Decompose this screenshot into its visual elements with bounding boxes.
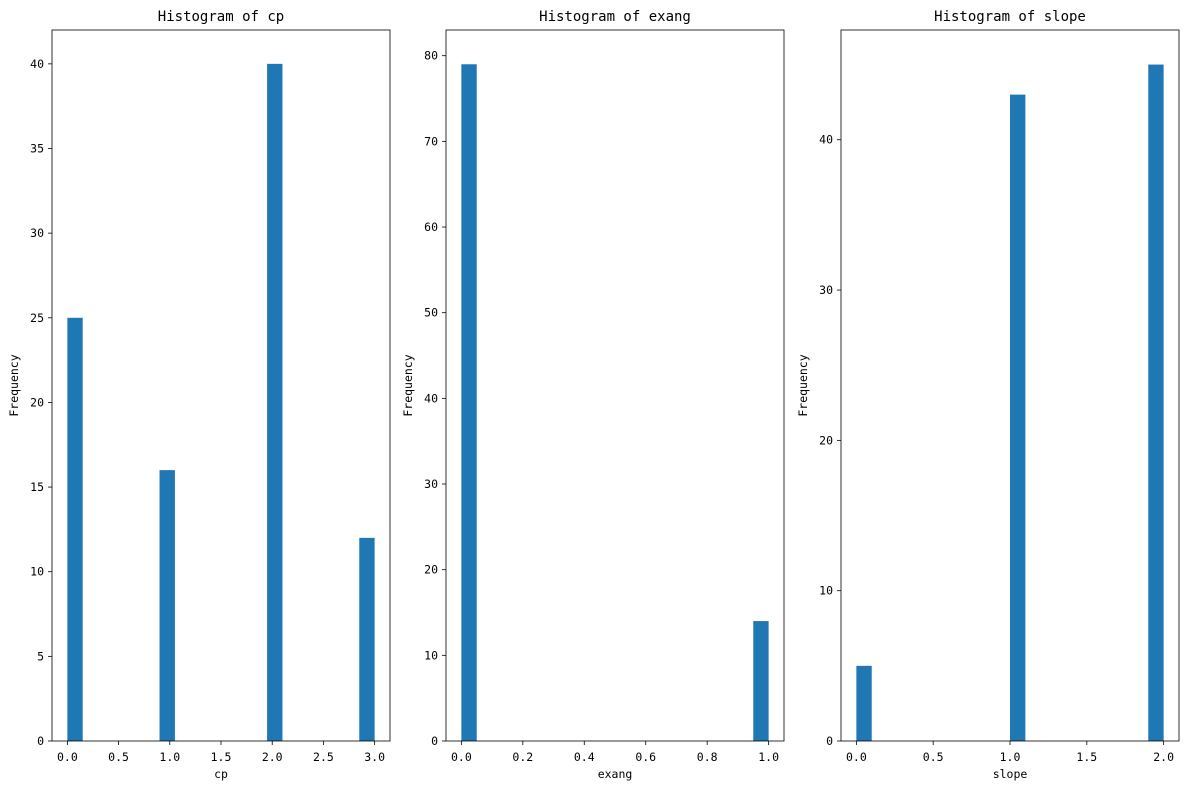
y-axis-label: Frequency xyxy=(796,354,810,416)
y-tick-label: 30 xyxy=(424,477,438,491)
y-tick-label: 50 xyxy=(424,306,438,320)
x-tick-label: 0.0 xyxy=(451,750,472,764)
histogram-bar xyxy=(267,63,283,742)
x-axis-label: slope xyxy=(993,767,1028,781)
y-tick-label: 30 xyxy=(30,226,44,240)
x-tick-label: 0.0 xyxy=(846,750,867,764)
x-tick-label: 0.4 xyxy=(574,750,595,764)
x-tick-label: 0.0 xyxy=(57,750,78,764)
y-tick-label: 10 xyxy=(30,565,44,579)
histogram-bar xyxy=(359,537,375,741)
histogram-panel-1: 0.0 0.5 1.0 1.5 2.0 2.5 3.0 0 5 10 15 20 25 30 35 40 His… xyxy=(7,9,391,781)
x-tick-label: 0.2 xyxy=(512,750,533,764)
histogram-bar xyxy=(67,317,83,741)
x-tick-label: 1.0 xyxy=(159,750,180,764)
x-tick-label: 3.0 xyxy=(364,750,385,764)
y-tick-label: 70 xyxy=(424,134,438,148)
y-tick-label: 40 xyxy=(819,133,833,147)
y-tick-label: 0 xyxy=(431,734,438,748)
plot-frame xyxy=(445,29,785,742)
x-tick-label: 2.5 xyxy=(313,750,334,764)
y-tick-label: 20 xyxy=(424,563,438,577)
y-axis-label: Frequency xyxy=(7,354,21,416)
y-tick-label: 0 xyxy=(37,734,44,748)
y-tick-label: 80 xyxy=(424,49,438,63)
histogram-panel-2: 0.0 0.2 0.4 0.6 0.8 1.0 0 10 20 30 40 50 60 70 80 Histo… xyxy=(401,9,785,781)
x-tick-label: 0.5 xyxy=(108,750,129,764)
chart-title: Histogram of cp xyxy=(158,9,284,25)
x-tick-label: 0.8 xyxy=(697,750,718,764)
histogram-bar xyxy=(856,665,872,741)
y-axis-label: Frequency xyxy=(401,354,415,416)
x-axis-label: cp xyxy=(214,767,228,781)
histogram-bar xyxy=(461,64,477,741)
y-tick-label: 20 xyxy=(819,433,833,447)
x-tick-label: 0.5 xyxy=(923,750,944,764)
y-tick-label: 15 xyxy=(30,480,44,494)
histogram-bar xyxy=(753,621,769,741)
x-tick-label: 1.0 xyxy=(758,750,779,764)
x-tick-label: 1.5 xyxy=(1076,750,1097,764)
histogram-panel-3: 0.0 0.5 1.0 1.5 2.0 0 10 20 30 40 Histogram of slo… xyxy=(796,9,1180,781)
y-tick-label: 35 xyxy=(30,142,44,156)
y-tick-label: 25 xyxy=(30,311,44,325)
y-tick-label: 0 xyxy=(826,734,833,748)
x-tick-label: 2.0 xyxy=(262,750,283,764)
x-tick-label: 1.0 xyxy=(1000,750,1021,764)
y-tick-label: 60 xyxy=(424,220,438,234)
histogram-bar xyxy=(1148,64,1164,741)
y-tick-label: 20 xyxy=(30,395,44,409)
histogram-bar xyxy=(1010,94,1026,742)
x-tick-label: 1.5 xyxy=(211,750,232,764)
x-tick-label: 2.0 xyxy=(1153,750,1174,764)
y-tick-label: 40 xyxy=(30,57,44,71)
y-tick-label: 30 xyxy=(819,283,833,297)
x-tick-label: 0.6 xyxy=(635,750,656,764)
x-axis-label: exang xyxy=(598,767,633,781)
y-tick-label: 5 xyxy=(37,649,44,663)
y-tick-label: 10 xyxy=(819,584,833,598)
chart-title: Histogram of slope xyxy=(934,9,1086,25)
y-tick-label: 10 xyxy=(424,648,438,662)
histogram-bar xyxy=(159,470,175,741)
y-tick-label: 40 xyxy=(424,391,438,405)
chart-title: Histogram of exang xyxy=(539,9,691,25)
